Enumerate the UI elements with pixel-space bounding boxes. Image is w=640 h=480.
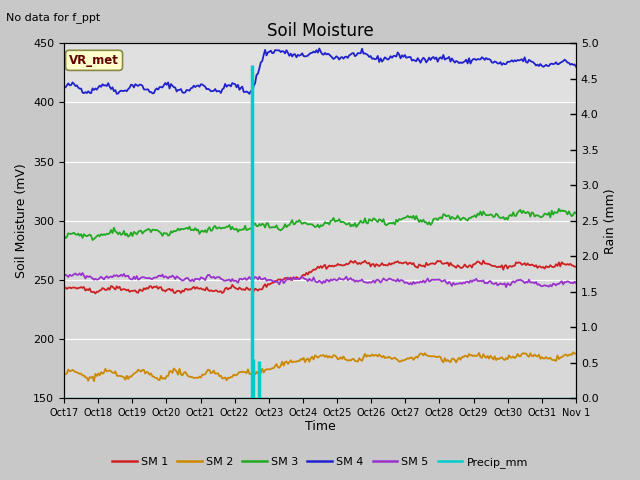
Y-axis label: Soil Moisture (mV): Soil Moisture (mV) xyxy=(15,163,28,278)
Bar xyxy=(64,43,576,102)
Title: Soil Moisture: Soil Moisture xyxy=(267,22,373,40)
Legend: SM 1, SM 2, SM 3, SM 4, SM 5, Precip_mm: SM 1, SM 2, SM 3, SM 4, SM 5, Precip_mm xyxy=(108,452,532,472)
Y-axis label: Rain (mm): Rain (mm) xyxy=(604,188,617,253)
Text: No data for f_ppt: No data for f_ppt xyxy=(6,12,100,23)
Text: VR_met: VR_met xyxy=(69,54,119,67)
X-axis label: Time: Time xyxy=(305,420,335,432)
